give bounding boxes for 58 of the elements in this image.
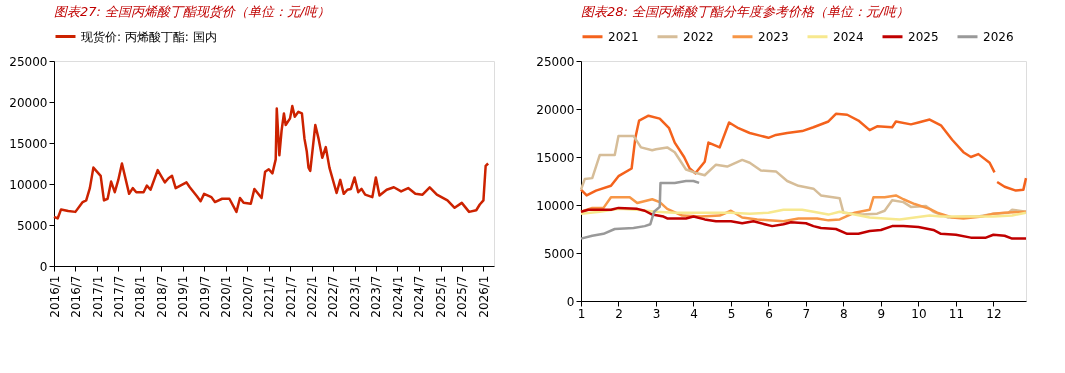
y-tick-label: 25000 <box>9 54 48 69</box>
y-tick-label: 0 <box>566 294 575 309</box>
x-tick-label: 2019/7 <box>197 275 212 318</box>
line-series <box>579 206 1028 240</box>
x-tick-label: 2017/7 <box>111 275 126 318</box>
y-tick-label: 20000 <box>536 102 575 117</box>
x-tick-label: 2019/1 <box>176 275 191 318</box>
legend-label: 2022 <box>683 29 714 44</box>
x-tick-label: 3 <box>652 306 661 321</box>
legend-label: 2025 <box>908 29 939 44</box>
x-tick-label: 2024/7 <box>412 275 427 318</box>
x-tick-label: 2021/1 <box>262 275 277 318</box>
x-tick-label: 2023/1 <box>348 275 363 318</box>
x-tick-label: 2024/1 <box>390 275 405 318</box>
chart-title: 图表27: 全国丙烯酸丁酯现货价（单位：元/吨） <box>54 4 331 19</box>
x-tick-label: 2025/1 <box>434 275 449 318</box>
x-tick-label: 2021/7 <box>283 275 298 318</box>
line-series <box>579 179 701 240</box>
x-tick-label: 12 <box>986 306 1002 321</box>
x-tick-label: 2018/1 <box>133 275 148 318</box>
y-tick-label: 5000 <box>16 218 48 233</box>
y-tick-label: 25000 <box>536 54 575 69</box>
legend-label: 2023 <box>758 29 789 44</box>
x-tick-label: 10 <box>911 306 927 321</box>
x-tick-label: 2016/7 <box>68 275 83 318</box>
x-tick-label: 2026/1 <box>476 275 491 318</box>
x-tick-label: 4 <box>690 306 698 321</box>
x-tick-label: 2022/1 <box>305 275 320 318</box>
y-tick-label: 5000 <box>543 246 575 261</box>
x-tick-label: 6 <box>765 306 773 321</box>
x-tick-label: 2020/7 <box>240 275 255 318</box>
legend-label: 2024 <box>833 29 864 44</box>
x-tick-label: 2020/1 <box>219 275 234 318</box>
x-tick-label: 2 <box>615 306 623 321</box>
y-tick-label: 15000 <box>9 136 48 151</box>
x-tick-label: 2016/1 <box>47 275 62 318</box>
chart-title: 图表28: 全国丙烯酸丁酯分年度参考价格（单位：元/吨） <box>581 4 910 19</box>
x-tick-label: 9 <box>877 306 886 321</box>
x-tick-label: 2018/7 <box>154 275 169 318</box>
legend-label: 2026 <box>983 29 1014 44</box>
y-tick-label: 0 <box>39 259 48 274</box>
y-tick-label: 20000 <box>9 95 48 110</box>
legend-label: 现货价: 丙烯酸丁酯: 国内 <box>81 29 217 44</box>
line-series <box>579 207 1028 221</box>
x-tick-label: 2022/7 <box>326 275 341 318</box>
x-tick-label: 2017/1 <box>90 275 105 318</box>
y-tick-label: 10000 <box>9 177 48 192</box>
x-tick-label: 11 <box>948 306 965 321</box>
x-tick-label: 2023/7 <box>369 275 384 318</box>
y-tick-label: 15000 <box>536 150 575 165</box>
x-tick-label: 7 <box>802 306 811 321</box>
x-tick-label: 5 <box>727 306 736 321</box>
x-tick-label: 2025/7 <box>455 275 470 318</box>
line-series <box>52 104 490 220</box>
x-tick-label: 8 <box>840 306 848 321</box>
x-tick-label: 1 <box>577 306 586 321</box>
y-tick-label: 10000 <box>536 198 575 213</box>
legend-label: 2021 <box>608 29 639 44</box>
